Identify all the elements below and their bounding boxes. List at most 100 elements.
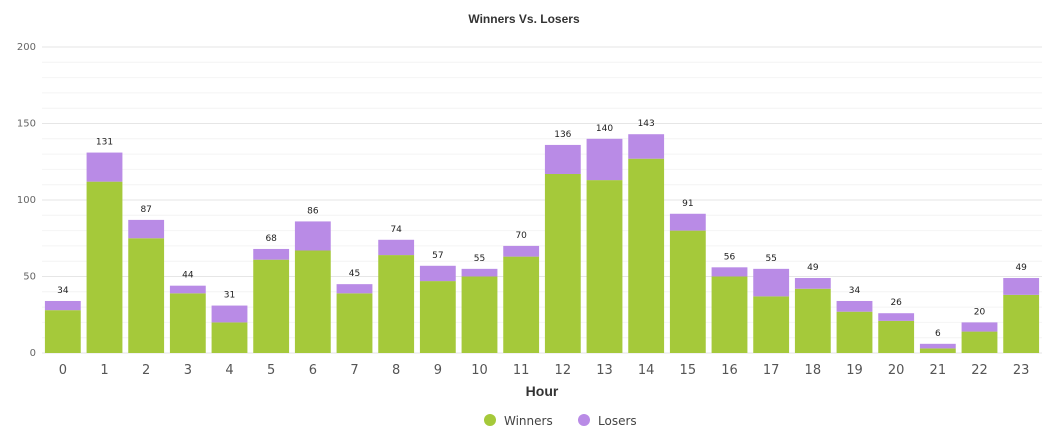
data-label-total: 86 [307,206,319,216]
data-label-total: 55 [765,254,776,264]
y-axis: 0 50 100 150 200 [17,42,36,359]
bar-losers[interactable] [836,300,873,312]
x-axis: 0 1 2 3 4 5 6 7 8 9 10 11 12 13 14 15 16 17 18 19 20 21 22 23 [59,363,1030,378]
x-tick-label: 0 [59,363,67,378]
legend-marker [578,414,590,426]
bar-losers[interactable] [544,144,581,174]
bar-losers[interactable] [711,267,748,277]
x-tick-label: 8 [392,363,400,378]
data-label-total: 140 [596,124,613,134]
x-tick-label: 3 [184,363,192,378]
x-tick-label: 5 [267,363,275,378]
x-tick-label: 15 [680,363,697,378]
x-tick-label: 7 [350,363,358,378]
bar-winners[interactable] [794,288,831,353]
x-tick-label: 11 [513,363,530,378]
bar-winners[interactable] [86,181,123,353]
data-label-total: 26 [890,298,902,308]
x-tick-label: 12 [555,363,572,378]
y-tick-label: 0 [30,348,36,359]
bar-losers[interactable] [294,221,331,251]
legend-label: Winners [504,414,553,428]
bar-winners[interactable] [753,296,790,353]
bar-winners[interactable] [669,230,706,353]
legend-item-losers[interactable]: Losers [578,414,637,428]
data-label-total: 136 [554,130,571,140]
data-label-total: 56 [724,252,736,262]
x-tick-label: 6 [309,363,317,378]
data-label-total: 74 [390,225,402,235]
bar-winners[interactable] [544,173,581,353]
legend-label: Losers [598,414,637,428]
bar-losers[interactable] [169,285,206,294]
bar-losers[interactable] [628,134,665,159]
bar-winners[interactable] [919,348,956,353]
bar-winners[interactable] [336,293,373,353]
x-tick-label: 19 [846,363,863,378]
data-label-total: 55 [474,254,485,264]
bar-losers[interactable] [586,138,623,181]
data-label-total: 70 [515,231,527,241]
bar-winners[interactable] [961,331,998,353]
x-tick-label: 13 [596,363,613,378]
bar-losers[interactable] [753,268,790,297]
x-tick-label: 10 [471,363,488,378]
bar-winners[interactable] [836,311,873,353]
bar-winners[interactable] [169,293,206,353]
x-tick-label: 4 [225,363,233,378]
chart-title: Winners Vs. Losers [468,12,580,26]
bar-losers[interactable] [794,278,831,289]
bar-losers[interactable] [378,239,415,256]
y-tick-label: 50 [23,272,36,283]
data-label-total: 44 [182,271,194,281]
bar-losers[interactable] [503,245,540,257]
bar-winners[interactable] [378,255,415,353]
y-tick-label: 200 [17,42,36,53]
bar-losers[interactable] [461,268,498,277]
data-label-total: 49 [1015,263,1027,273]
bar-winners[interactable] [628,158,665,353]
data-label-total: 143 [638,119,655,129]
x-tick-label: 9 [434,363,442,378]
bar-losers[interactable] [86,152,123,182]
x-tick-label: 14 [638,363,655,378]
x-tick-label: 1 [100,363,108,378]
bar-winners[interactable] [586,180,623,353]
data-label-total: 31 [224,291,235,301]
legend-item-winners[interactable]: Winners [484,414,553,428]
x-tick-label: 22 [971,363,988,378]
data-label-total: 45 [349,269,360,279]
bar-winners[interactable] [128,238,165,353]
grid [42,46,1042,354]
data-label-total: 34 [57,286,69,296]
bar-winners[interactable] [253,259,290,353]
bar-losers[interactable] [878,313,915,321]
bar-losers[interactable] [1003,278,1040,295]
bar-losers[interactable] [253,248,290,260]
legend-marker [484,414,496,426]
bar-losers[interactable] [128,219,165,239]
bar-losers[interactable] [44,300,81,311]
bar-winners[interactable] [878,320,915,353]
bar-losers[interactable] [211,305,248,323]
bar-winners[interactable] [711,276,748,354]
bars [44,134,1040,354]
bar-winners[interactable] [1003,294,1040,353]
bar-winners[interactable] [211,322,248,353]
bar-winners[interactable] [44,310,81,353]
bar-losers[interactable] [961,322,998,332]
data-label-total: 57 [432,251,443,261]
data-label-total: 131 [96,138,113,148]
bar-losers[interactable] [669,213,706,231]
data-label-total: 68 [265,234,277,244]
bar-winners[interactable] [294,250,331,353]
bar-winners[interactable] [419,281,456,353]
bar-losers[interactable] [919,343,956,349]
x-tick-label: 18 [805,363,822,378]
bar-losers[interactable] [419,265,456,282]
bar-winners[interactable] [461,276,498,354]
bar-winners[interactable] [503,256,540,353]
data-label-total: 91 [682,199,693,209]
bar-losers[interactable] [336,284,373,294]
